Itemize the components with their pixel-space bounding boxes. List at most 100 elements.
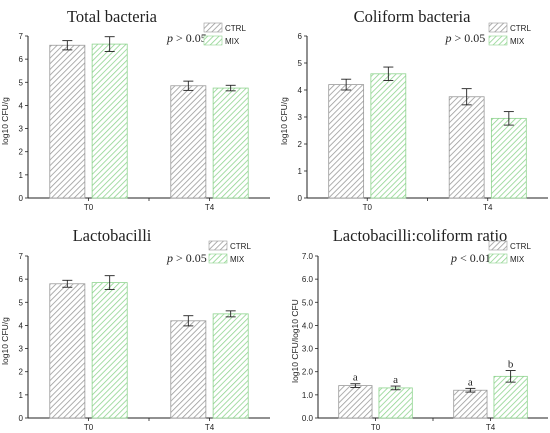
y-tick-label: 1 bbox=[19, 171, 24, 180]
y-tick-label: 3 bbox=[19, 125, 24, 134]
chart-panel-2: Coliform bacteria p > 0.05 0 1 2 3 4 5 6 log10 CF… bbox=[279, 7, 548, 212]
y-tick-label: 2.0 bbox=[302, 368, 314, 377]
chart-title: Total bacteria bbox=[67, 7, 158, 26]
p-value-label: p > 0.05 bbox=[166, 31, 207, 45]
legend-label-ctrl: CTRL bbox=[510, 24, 531, 33]
y-tick-label: 7 bbox=[19, 252, 24, 261]
bar-ctrl-t0 bbox=[328, 84, 365, 199]
y-tick-label: 3.0 bbox=[302, 345, 314, 354]
bar-mix-t4 bbox=[212, 313, 249, 419]
y-tick-label: 6 bbox=[19, 55, 24, 64]
bar-mix-t4 bbox=[493, 375, 528, 419]
p-value-symbol: p bbox=[166, 251, 173, 265]
bar-mix-t0 bbox=[378, 387, 413, 419]
chart-title: Lactobacilli:coliform ratio bbox=[333, 226, 508, 245]
y-tick-label: 6 bbox=[298, 32, 303, 41]
y-tick-label: 6 bbox=[19, 275, 24, 284]
y-axis-label: log10 CFU/g bbox=[0, 317, 10, 365]
y-tick-label: 6.0 bbox=[302, 275, 314, 284]
y-tick-label: 5 bbox=[19, 78, 24, 87]
p-value-text: < 0.01 bbox=[457, 251, 491, 265]
y-tick-label: 1 bbox=[298, 167, 303, 176]
chart-title: Coliform bacteria bbox=[354, 7, 472, 26]
legend-label-ctrl: CTRL bbox=[225, 24, 246, 33]
bar-ctrl-t4 bbox=[453, 389, 488, 419]
significance-letter: a bbox=[353, 372, 358, 384]
y-tick-label: 4 bbox=[19, 321, 24, 330]
y-axis-label: log10 CFU/g bbox=[0, 97, 10, 145]
x-tick-label: T0 bbox=[371, 423, 381, 432]
p-value-label: p > 0.05 bbox=[166, 251, 207, 265]
legend-label-ctrl: CTRL bbox=[230, 242, 251, 251]
y-tick-label: 2 bbox=[19, 368, 24, 377]
y-tick-label: 3 bbox=[298, 113, 303, 122]
legend-swatch-mix bbox=[488, 253, 508, 264]
legend-swatch-mix bbox=[203, 35, 223, 46]
legend-swatch-ctrl bbox=[488, 240, 508, 251]
y-tick-label: 0 bbox=[19, 194, 24, 203]
y-tick-label: 4.0 bbox=[302, 321, 314, 330]
y-axis-label: log10 CFU/log10 CFU bbox=[290, 299, 300, 383]
bar-mix-t0 bbox=[91, 282, 128, 419]
p-value-text: > 0.05 bbox=[452, 31, 486, 45]
legend-label-mix: MIX bbox=[225, 37, 240, 46]
y-tick-label: 1.0 bbox=[302, 391, 314, 400]
bar-mix-t0 bbox=[370, 73, 407, 199]
legend-swatch-ctrl bbox=[203, 22, 223, 33]
x-tick-label: T0 bbox=[84, 423, 94, 432]
y-tick-label: 5 bbox=[298, 59, 303, 68]
legend-swatch-ctrl bbox=[488, 22, 508, 33]
legend-swatch-mix bbox=[208, 253, 228, 264]
y-tick-label: 2 bbox=[19, 148, 24, 157]
significance-letter: a bbox=[468, 376, 473, 388]
legend-label-mix: MIX bbox=[510, 255, 525, 264]
y-tick-label: 5 bbox=[19, 298, 24, 307]
chart-panel-4: Lactobacilli:coliform ratio p < 0.01 0.0 1.… bbox=[290, 226, 548, 432]
p-value-text: > 0.05 bbox=[173, 31, 207, 45]
bar-ctrl-t0 bbox=[49, 44, 86, 199]
bar-ctrl-t0 bbox=[49, 283, 86, 419]
x-tick-label: T0 bbox=[363, 203, 373, 212]
significance-letter: b bbox=[508, 359, 514, 371]
p-value-symbol: p bbox=[445, 31, 452, 45]
bar-mix-t4 bbox=[212, 87, 249, 199]
significance-letter: a bbox=[393, 374, 398, 386]
bar-mix-t0 bbox=[91, 43, 128, 199]
y-tick-label: 0 bbox=[19, 414, 24, 423]
y-tick-label: 0.0 bbox=[302, 414, 314, 423]
bar-mix-t4 bbox=[490, 117, 527, 199]
y-tick-label: 2 bbox=[298, 140, 303, 149]
x-tick-label: T4 bbox=[483, 203, 493, 212]
p-value-label: p > 0.05 bbox=[445, 31, 486, 45]
bar-ctrl-t0 bbox=[338, 385, 373, 419]
y-tick-label: 0 bbox=[298, 194, 303, 203]
p-value-text: > 0.05 bbox=[173, 251, 207, 265]
y-tick-label: 4 bbox=[19, 101, 24, 110]
legend-swatch-mix bbox=[488, 35, 508, 46]
bar-ctrl-t4 bbox=[448, 96, 485, 199]
p-value-symbol: p bbox=[450, 251, 457, 265]
y-tick-label: 5.0 bbox=[302, 298, 314, 307]
bar-ctrl-t4 bbox=[170, 320, 207, 419]
chart-panel-1: Total bacteria p > 0.05 0 1 2 3 4 5 6 7 log10 CFU/… bbox=[0, 7, 270, 212]
legend-label-mix: MIX bbox=[510, 37, 525, 46]
p-value-label: p < 0.01 bbox=[450, 251, 491, 265]
x-tick-label: T4 bbox=[486, 423, 496, 432]
y-tick-label: 3 bbox=[19, 345, 24, 354]
x-tick-label: T4 bbox=[205, 423, 215, 432]
chart-panel-3: Lactobacilli p > 0.05 0 1 2 3 4 5 6 7 log10 CFU/g T… bbox=[0, 226, 270, 432]
legend-label-ctrl: CTRL bbox=[510, 242, 531, 251]
x-tick-label: T0 bbox=[84, 203, 94, 212]
y-tick-label: 4 bbox=[298, 86, 303, 95]
legend-label-mix: MIX bbox=[230, 255, 245, 264]
bar-ctrl-t4 bbox=[170, 85, 207, 199]
y-tick-label: 7 bbox=[19, 32, 24, 41]
legend-swatch-ctrl bbox=[208, 240, 228, 251]
chart-title: Lactobacilli bbox=[73, 226, 152, 245]
y-tick-label: 7.0 bbox=[302, 252, 314, 261]
x-tick-label: T4 bbox=[205, 203, 215, 212]
y-tick-label: 1 bbox=[19, 391, 24, 400]
y-axis-label: log10 CFU/g bbox=[279, 97, 289, 145]
p-value-symbol: p bbox=[166, 31, 173, 45]
